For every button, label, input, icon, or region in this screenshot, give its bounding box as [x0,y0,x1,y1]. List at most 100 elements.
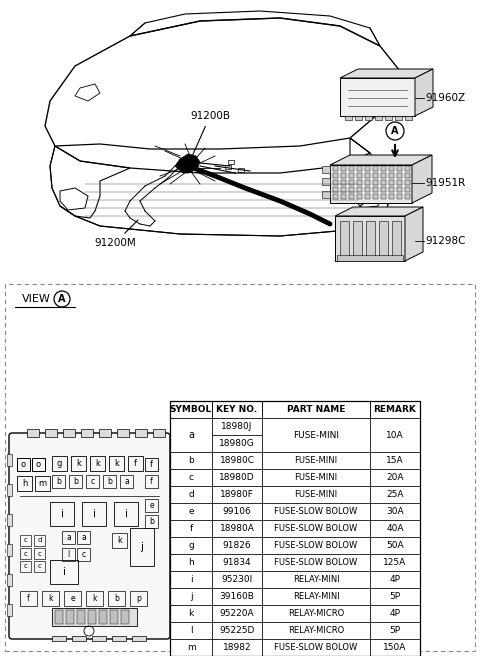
Bar [212,418,262,435]
Text: k: k [114,459,119,468]
Bar [228,160,234,164]
Bar [86,475,99,488]
Bar [389,173,394,178]
Text: 150A: 150A [384,643,407,652]
Bar [389,166,394,171]
Bar [357,187,362,192]
Text: RELAY-MINI: RELAY-MINI [293,575,339,584]
Text: k: k [188,609,193,618]
Bar [34,561,45,572]
Bar [353,221,362,256]
Bar [62,548,75,561]
Text: RELAY-MICRO: RELAY-MICRO [288,626,344,635]
Bar [375,116,382,120]
Bar [92,636,106,641]
Text: a: a [188,430,194,440]
Bar [370,554,420,571]
Bar [370,486,420,503]
Text: p: p [136,594,141,603]
Bar [52,456,67,471]
Text: g: g [57,459,62,468]
Bar [365,194,370,199]
Bar [370,639,420,656]
Text: a: a [81,533,86,542]
Text: A: A [58,294,66,304]
Bar [365,166,370,171]
Bar [373,166,378,171]
Text: c: c [189,473,193,482]
Bar [370,418,420,452]
Bar [42,591,59,606]
Text: m: m [187,643,195,652]
Bar [170,554,212,571]
Bar [370,469,420,486]
Text: 18980J: 18980J [221,422,252,431]
Text: m: m [38,479,47,488]
Text: c: c [24,537,27,544]
Bar [145,475,158,488]
Bar [7,454,12,466]
Bar [341,166,346,171]
Text: 50A: 50A [386,541,404,550]
Bar [212,571,262,588]
Bar [355,116,362,120]
Bar [333,194,338,199]
Bar [373,187,378,192]
Bar [112,636,126,641]
Text: SYMBOL: SYMBOL [170,405,212,414]
Text: FUSE-SLOW BOLOW: FUSE-SLOW BOLOW [275,541,358,550]
Bar [35,476,50,491]
Bar [381,166,386,171]
Bar [77,531,90,544]
Bar [212,554,262,571]
Bar [322,178,330,185]
Bar [66,610,74,624]
Text: RELAY-MINI: RELAY-MINI [293,592,339,601]
Bar [262,418,370,452]
Text: l: l [190,626,192,635]
Polygon shape [335,216,405,261]
Text: j: j [141,542,144,552]
Text: b: b [107,477,112,486]
Polygon shape [340,78,415,116]
Bar [108,591,125,606]
Text: VIEW: VIEW [22,294,51,304]
Bar [345,116,352,120]
Bar [170,503,212,520]
Bar [365,116,372,120]
Bar [370,503,420,520]
Text: i: i [190,575,192,584]
Polygon shape [175,154,200,173]
Bar [212,537,262,554]
Text: 5P: 5P [389,626,401,635]
Text: k: k [95,459,100,468]
Bar [262,486,370,503]
Text: b: b [149,517,154,526]
Bar [7,484,12,496]
Bar [365,173,370,178]
Bar [45,429,57,437]
Bar [357,173,362,178]
Bar [333,180,338,185]
Bar [405,166,410,171]
Bar [262,605,370,622]
Bar [262,571,370,588]
Bar [135,429,147,437]
Bar [114,502,138,526]
Text: k: k [92,594,97,603]
Text: h: h [22,479,27,488]
Bar [381,180,386,185]
Bar [50,502,74,526]
Text: i: i [62,567,65,577]
Bar [262,639,370,656]
Bar [341,194,346,199]
Text: RELAY-MICRO: RELAY-MICRO [288,609,344,618]
Bar [52,608,137,626]
Bar [77,548,90,561]
Bar [145,515,158,528]
Text: 91951R: 91951R [425,178,465,188]
Bar [212,622,262,639]
Bar [262,452,370,469]
Bar [392,221,401,256]
Bar [170,452,212,469]
